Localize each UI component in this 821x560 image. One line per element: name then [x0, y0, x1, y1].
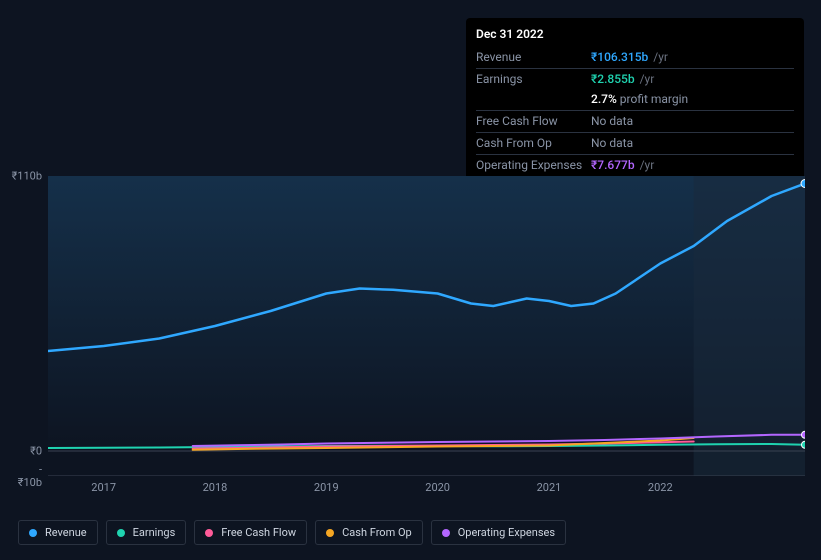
tooltip-row: Revenue₹106.315b /yr: [476, 47, 794, 68]
legend-swatch: [442, 529, 450, 537]
financials-chart: ₹110b₹0-₹10b201720182019202020212022: [48, 176, 805, 476]
tooltip-row: Free Cash FlowNo data: [476, 110, 794, 132]
tooltip-value: No data: [591, 135, 633, 152]
x-axis-label: 2017: [91, 481, 116, 494]
tooltip-label: Earnings: [476, 71, 591, 88]
legend-label: Cash From Op: [342, 526, 412, 539]
tooltip-row: Earnings₹2.855b /yr: [476, 68, 794, 90]
tooltip-row: Operating Expenses₹7.677b /yr: [476, 154, 794, 176]
legend-swatch: [117, 529, 125, 537]
tooltip-label: Cash From Op: [476, 135, 591, 152]
tooltip-value: ₹106.315b /yr: [591, 49, 668, 66]
chart-svg: [48, 176, 805, 476]
legend-item[interactable]: Operating Expenses: [431, 520, 566, 545]
legend-item[interactable]: Cash From Op: [315, 520, 423, 545]
legend-item[interactable]: Free Cash Flow: [194, 520, 307, 545]
legend-label: Operating Expenses: [458, 526, 555, 539]
legend-label: Free Cash Flow: [221, 526, 296, 539]
legend-label: Revenue: [45, 526, 87, 539]
y-axis-label: ₹0: [30, 445, 42, 458]
tooltip-label: Revenue: [476, 49, 591, 66]
y-axis-label: ₹110b: [12, 170, 42, 183]
x-axis-label: 2020: [425, 481, 450, 494]
tooltip-value: ₹2.855b /yr: [591, 71, 654, 88]
tooltip-row: Cash From OpNo data: [476, 132, 794, 154]
x-axis-label: 2019: [314, 481, 339, 494]
legend-swatch: [205, 529, 213, 537]
x-axis-label: 2018: [203, 481, 228, 494]
legend-item[interactable]: Earnings: [106, 520, 187, 545]
legend-swatch: [29, 529, 37, 537]
series-end-marker: [801, 180, 805, 188]
tooltip-value: No data: [591, 113, 633, 130]
chart-legend: Revenue Earnings Free Cash Flow Cash From O…: [18, 520, 566, 545]
series-end-marker: [802, 441, 806, 448]
tooltip-label: Free Cash Flow: [476, 113, 591, 130]
legend-swatch: [326, 529, 334, 537]
y-axis-label: -₹10b: [18, 463, 42, 489]
tooltip-value: ₹7.677b /yr: [591, 157, 654, 174]
x-axis-label: 2021: [537, 481, 562, 494]
tooltip-date: Dec 31 2022: [476, 26, 794, 43]
series-end-marker: [802, 431, 806, 438]
tooltip-label: Operating Expenses: [476, 157, 591, 174]
chart-tooltip: Dec 31 2022 Revenue₹106.315b /yrEarnings…: [466, 18, 804, 184]
legend-item[interactable]: Revenue: [18, 520, 98, 545]
legend-label: Earnings: [133, 526, 176, 539]
x-axis-label: 2022: [648, 481, 673, 494]
tooltip-subrow: 2.7% profit margin: [476, 89, 794, 110]
